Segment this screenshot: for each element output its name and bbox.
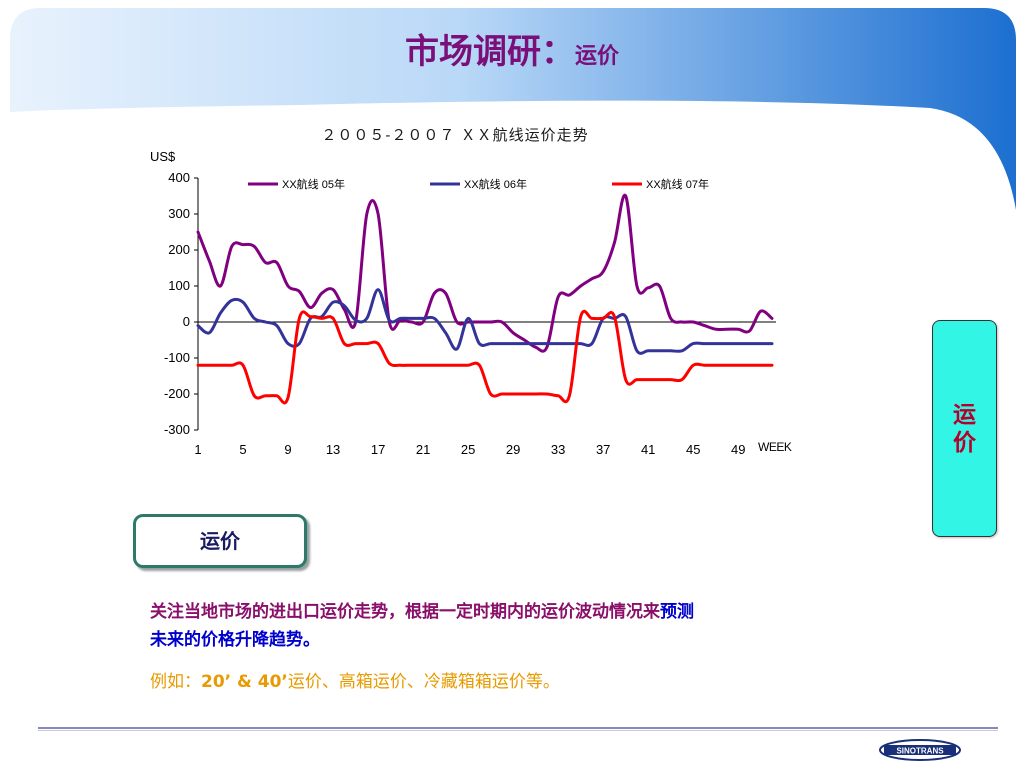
- side-label-box: 运 价: [932, 320, 997, 537]
- page-title: 市场调研：运价: [0, 24, 1024, 73]
- y-tick-label: 0: [183, 314, 190, 329]
- x-tick-label: 29: [506, 442, 520, 457]
- chart-title: ２００５-２００７ ＸＸ航线运价走势: [321, 127, 588, 144]
- description-text-2: 未来的价格升降趋势。: [150, 630, 320, 650]
- y-tick-label: -300: [164, 422, 190, 437]
- x-tick-label: 33: [551, 442, 565, 457]
- page-title-sub: 运价: [574, 44, 619, 69]
- chart-legend: XX航线 05年 XX航线 06年 XX航线 07年: [248, 177, 709, 191]
- y-tick-label: 400: [168, 170, 190, 185]
- sinotrans-logo: SINOTRANS: [879, 739, 961, 761]
- series-line-0: [196, 193, 774, 353]
- x-tick-label: 21: [416, 442, 430, 457]
- chart-series-lines: [196, 193, 774, 405]
- legend-label-1: XX航线 06年: [464, 177, 527, 191]
- example-rest: 运价、高箱运价、冷藏箱箱运价等。: [287, 672, 560, 692]
- side-label-text: 运 价: [933, 401, 996, 457]
- chart-tick-labels: 400 300 200 100 0 -100 -200 -300 1 5 9 13 17 21 25 29 33…: [164, 170, 746, 457]
- y-tick-label: -200: [164, 386, 190, 401]
- example-paragraph: 例如：20’ & 40’运价、高箱运价、冷藏箱箱运价等。: [150, 668, 910, 696]
- x-tick-label: 9: [284, 442, 291, 457]
- x-tick-label: 25: [461, 442, 475, 457]
- legend-label-2: XX航线 07年: [646, 177, 709, 191]
- description-text-highlight: 预测: [660, 602, 694, 622]
- series-line-2: [196, 309, 774, 405]
- page-title-main: 市场调研：: [404, 32, 575, 72]
- x-tick-label: 49: [731, 442, 745, 457]
- description-paragraph: 关注当地市场的进出口运价走势，根据一定时期内的运价波动情况来预测未来的价格升降趋…: [150, 598, 910, 654]
- x-tick-label: 13: [326, 442, 340, 457]
- y-tick-label: 300: [168, 206, 190, 221]
- example-lead: 例如：: [150, 672, 201, 692]
- x-tick-label: 1: [194, 442, 201, 457]
- y-axis-label: US$: [150, 149, 176, 164]
- x-tick-label: 37: [596, 442, 610, 457]
- y-tick-label: 100: [168, 278, 190, 293]
- footer-divider: [38, 727, 998, 729]
- x-tick-label: 17: [371, 442, 385, 457]
- x-tick-label: 45: [686, 442, 700, 457]
- chart-axes: [194, 177, 776, 431]
- freight-rate-line-chart: ２００５-２００７ ＸＸ航线运价走势 US$ WEEK 400 300 200 100…: [150, 127, 792, 457]
- side-label-line-2: 价: [953, 430, 976, 456]
- legend-label-0: XX航线 05年: [282, 177, 345, 191]
- freight-rate-section-button[interactable]: 运价: [133, 514, 307, 568]
- side-label-line-1: 运: [953, 402, 976, 428]
- description-text-1: 关注当地市场的进出口运价走势，根据一定时期内的运价波动情况来: [150, 602, 660, 622]
- example-container-sizes: 20’ & 40’: [201, 672, 288, 692]
- y-tick-label: -100: [164, 350, 190, 365]
- x-tick-label: 5: [239, 442, 246, 457]
- footer-divider-thin: [38, 730, 998, 731]
- svg-text:SINOTRANS: SINOTRANS: [896, 747, 944, 756]
- y-tick-label: 200: [168, 242, 190, 257]
- x-tick-label: 41: [641, 442, 655, 457]
- x-axis-label: WEEK: [758, 440, 792, 454]
